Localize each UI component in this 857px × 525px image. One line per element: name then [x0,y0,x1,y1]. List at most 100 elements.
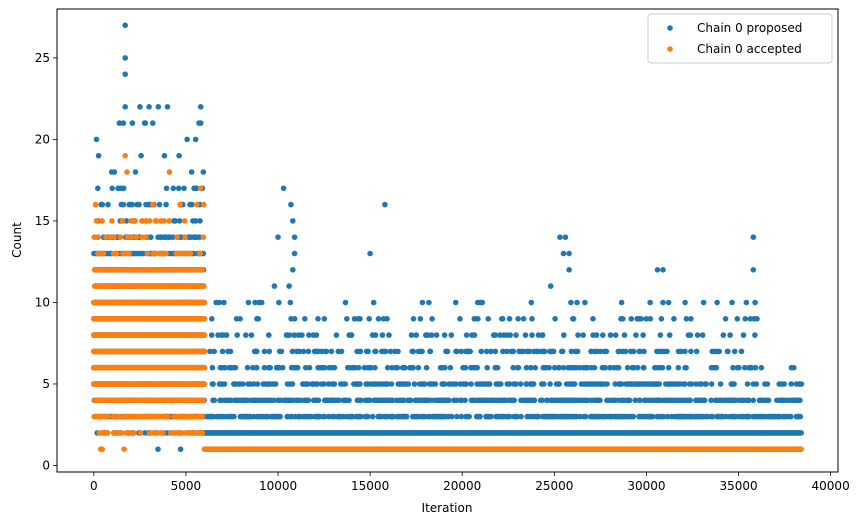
data-point [788,381,794,387]
data-point [389,397,396,404]
data-point [426,299,432,306]
data-point [405,381,412,387]
data-point [181,218,188,224]
data-point [626,397,633,404]
data-point [571,381,578,387]
data-point [531,397,538,404]
data-point [95,185,101,192]
data-point [366,397,373,404]
data-point [618,299,625,306]
data-point [403,413,410,420]
data-point [364,413,371,420]
data-point [375,316,382,322]
data-point [132,169,139,175]
data-point [297,397,304,404]
data-point [547,283,554,289]
data-point [356,364,362,371]
data-point [290,267,296,273]
data-point [562,234,569,240]
data-point [237,316,243,322]
data-point [124,413,131,420]
data-point [177,201,183,208]
data-point [170,234,176,240]
data-point [321,364,328,371]
data-point [200,234,207,240]
data-point [120,185,127,192]
data-point [266,332,272,338]
data-point [752,364,759,371]
data-point [137,430,144,436]
data-point [658,316,665,322]
data-point [109,218,115,224]
data-point [219,348,226,355]
data-point [523,364,530,371]
data-point [163,250,169,257]
data-point [116,120,123,126]
data-point [368,364,374,371]
data-point [357,316,363,322]
data-point [197,218,203,224]
data-point [698,381,704,387]
data-point [410,364,416,371]
data-point [299,332,305,338]
data-point [291,316,298,322]
data-point [643,316,649,322]
data-point [261,364,268,371]
data-point [384,364,391,371]
data-point [221,381,228,387]
data-point [506,316,513,322]
data-point [620,316,626,322]
data-point [748,364,755,371]
data-point [798,430,804,436]
data-point [511,397,517,404]
data-point [222,364,228,371]
data-point [693,348,700,355]
data-point [700,299,707,306]
data-point [539,397,545,404]
data-point [139,218,146,224]
data-point [382,348,389,355]
data-point [99,446,106,453]
data-point [765,397,772,404]
data-point [177,446,184,453]
data-point [278,348,285,355]
data-point [640,332,646,338]
data-point [557,234,563,240]
data-point [510,348,517,355]
data-point [462,397,468,404]
data-point [714,299,720,306]
data-point [100,267,107,273]
data-point [168,267,174,273]
data-point [126,250,132,257]
data-point [462,364,469,371]
data-point [142,120,149,126]
data-point [99,218,105,224]
data-point [731,348,738,355]
data-point [664,413,671,420]
data-point [529,316,535,322]
data-point [515,316,521,322]
data-point [390,413,396,420]
data-point [515,364,522,371]
data-point [211,348,217,355]
data-point [111,169,118,175]
data-point [764,381,771,387]
data-point [468,381,474,387]
data-point [647,299,653,306]
data-point [315,316,321,322]
data-point [561,332,567,338]
data-point [95,234,101,240]
data-point [243,332,249,338]
data-point [372,332,379,338]
data-point [148,234,154,240]
data-point [382,201,388,208]
data-point [699,332,706,338]
data-point [357,381,363,387]
data-point [615,364,622,371]
data-point [116,413,123,420]
data-point [197,250,204,257]
data-point [454,348,460,355]
data-point [384,316,390,322]
data-point [622,348,629,355]
data-point [716,348,723,355]
